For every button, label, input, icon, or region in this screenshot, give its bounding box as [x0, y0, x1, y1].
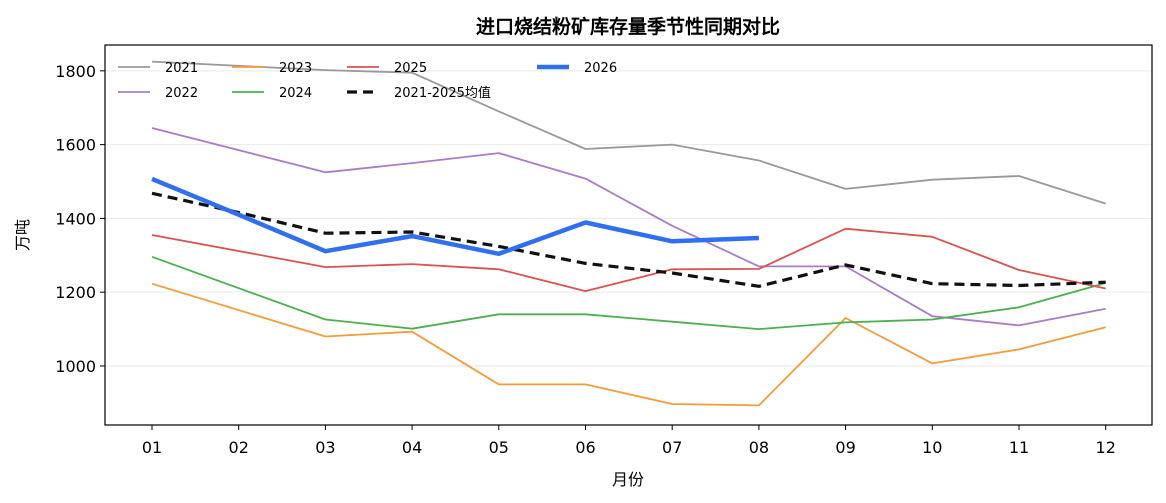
x-tick-label: 05	[489, 438, 509, 457]
legend-label: 2021	[165, 61, 198, 76]
x-axis-label: 月份	[612, 470, 644, 489]
x-tick-label: 02	[229, 438, 249, 457]
x-tick-label: 08	[749, 438, 769, 457]
x-tick-label: 06	[575, 438, 595, 457]
y-tick-label: 1800	[55, 62, 96, 81]
series-line-2024	[151, 255, 1106, 330]
x-tick-label: 03	[315, 438, 335, 457]
legend-label: 2023	[279, 61, 312, 76]
plot-area-frame	[104, 44, 1153, 426]
x-tick-label: 07	[662, 438, 682, 457]
chart-title: 进口烧结粉矿库存量季节性同期对比	[476, 15, 780, 38]
legend-label: 2021-2025均值	[394, 85, 491, 101]
y-tick-label: 1200	[55, 283, 96, 302]
y-tick-label: 1400	[55, 209, 96, 228]
legend-label: 2022	[165, 86, 198, 101]
y-axis: 1000 1200 1400 1600 1800	[55, 62, 105, 376]
y-tick-label: 1600	[55, 136, 96, 155]
legend-label: 2025	[394, 61, 427, 76]
x-tick-label: 10	[922, 438, 942, 457]
x-tick-label: 12	[1096, 438, 1116, 457]
series-line-2021	[151, 60, 1106, 205]
series-line-2021-2025均值	[151, 191, 1106, 288]
series-line-2023	[151, 282, 1106, 407]
legend-label: 2026	[584, 61, 617, 76]
x-tick-label: 09	[835, 438, 855, 457]
x-tick-label: 01	[142, 438, 162, 457]
y-axis-label: 万吨	[13, 219, 32, 251]
x-axis: 01 02 03 04 05 06 07 08 09 10 11 12	[142, 425, 1116, 457]
grid-lines	[105, 70, 1152, 367]
series-line-2022	[151, 127, 1106, 327]
series-lines	[151, 60, 1106, 407]
legend: 2021 2022 2023 2024 2025 2021-2025均值 2026	[118, 61, 617, 101]
legend-label: 2024	[279, 86, 312, 101]
x-tick-label: 04	[402, 438, 422, 457]
x-tick-label: 11	[1009, 438, 1029, 457]
series-line-2026	[151, 176, 759, 257]
y-tick-label: 1000	[55, 357, 96, 376]
series-line-2025	[151, 227, 1106, 292]
